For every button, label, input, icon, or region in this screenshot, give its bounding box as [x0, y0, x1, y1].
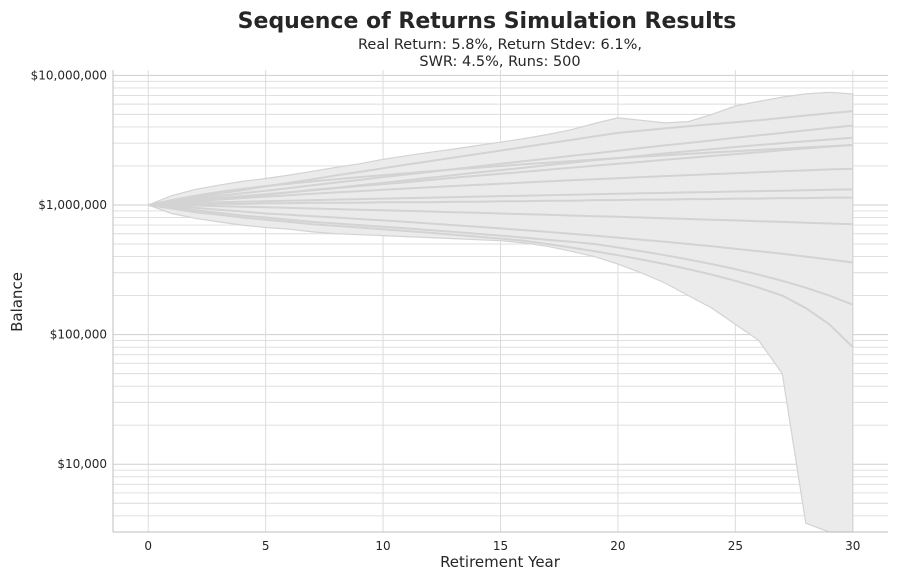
x-tick-label: 10: [375, 539, 390, 553]
simulation-run-line: [147, 144, 853, 206]
axes: 0 5 10 15 20 25 30 $10,000 $100,000 $1,000,000 $10…: [31, 68, 888, 553]
simulation-run-line: [148, 188, 853, 206]
simulation-run-line: [148, 204, 853, 264]
y-tick-label: $10,000,000: [31, 68, 107, 82]
x-tick-label: 15: [493, 539, 508, 553]
chart-subtitle-line-1: Real Return: 5.8%, Return Stdev: 6.1%,: [358, 37, 642, 53]
chart-title: Sequence of Returns Simulation Results: [238, 9, 737, 34]
x-tick-label: 5: [262, 539, 270, 553]
y-axis-label: Balance: [8, 272, 26, 332]
y-tick-label: $100,000: [50, 328, 107, 342]
simulation-run-line: [148, 204, 853, 226]
simulation-run-line: [148, 136, 853, 206]
x-tick-label: 0: [144, 539, 152, 553]
simulation-run-line: [148, 196, 853, 206]
simulation-run-line: [148, 204, 854, 306]
x-tick-label: 20: [610, 539, 625, 553]
chart-subtitle-line-2: SWR: 4.5%, Runs: 500: [419, 54, 580, 70]
simulation-run-line: [148, 204, 854, 348]
x-tick-label: 30: [845, 539, 860, 553]
simulation-run-line: [148, 124, 853, 206]
simulation-runs: [147, 110, 854, 348]
simulation-run-line: [148, 167, 853, 206]
x-axis-label: Retirement Year: [440, 553, 561, 571]
y-tick-label: $10,000: [57, 457, 107, 471]
y-tick-label: $1,000,000: [38, 198, 107, 212]
x-tick-label: 25: [728, 539, 743, 553]
